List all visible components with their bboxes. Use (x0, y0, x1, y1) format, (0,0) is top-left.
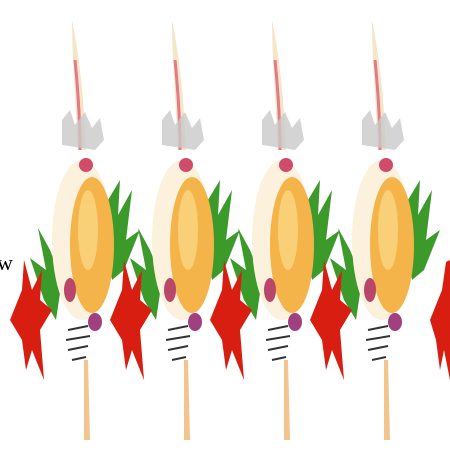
stray-text: w (0, 250, 13, 275)
edge-red-leaf (430, 260, 450, 380)
motif (208, 18, 342, 442)
motif (8, 18, 142, 442)
motif (108, 18, 242, 442)
motif (308, 18, 442, 442)
